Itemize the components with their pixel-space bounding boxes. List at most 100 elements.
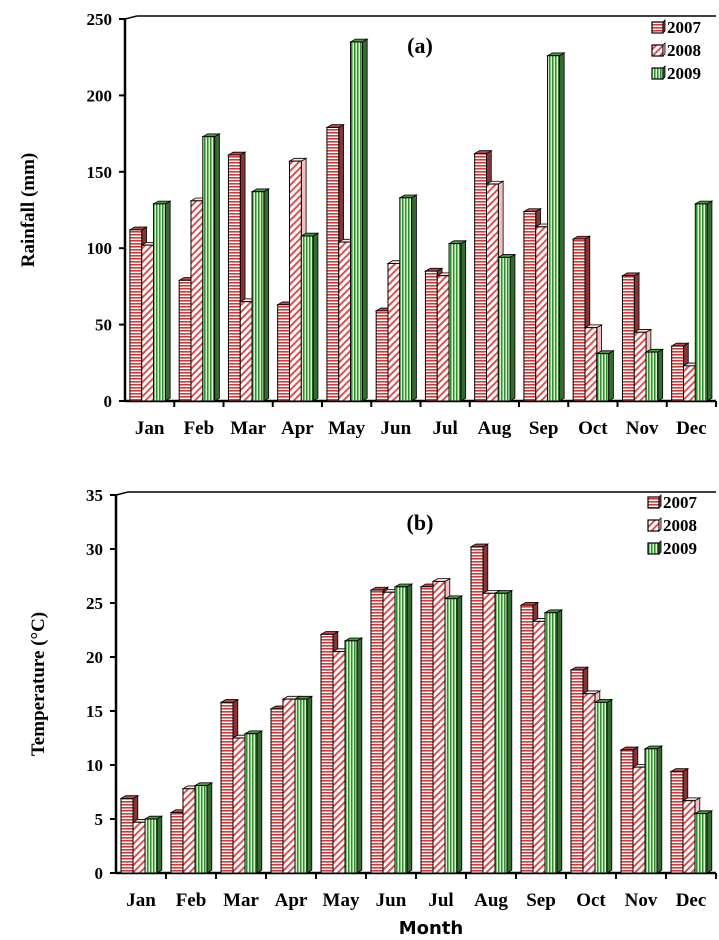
c0-bar-front bbox=[387, 262, 401, 402]
c1-bar-front bbox=[582, 693, 596, 874]
c1-category-label-apr: Apr bbox=[275, 890, 308, 911]
c1-bar-mar-2009 bbox=[243, 730, 264, 874]
c1-category-label-aug: Aug bbox=[474, 890, 508, 911]
c1-bar-front bbox=[282, 698, 296, 874]
c1-bar-oct-2009 bbox=[593, 698, 614, 874]
c1-bar-front bbox=[170, 812, 184, 874]
c0-bar-front bbox=[424, 270, 438, 402]
c1-legend-item-2008: 2008 bbox=[647, 516, 697, 535]
c1-bar-side bbox=[656, 745, 663, 874]
c0-bar-front bbox=[251, 191, 265, 402]
c0-bar-side bbox=[460, 240, 467, 402]
c0-bar-feb-2009 bbox=[201, 133, 221, 402]
c1-bar-jul-2009 bbox=[443, 595, 464, 874]
c0-bar-front bbox=[497, 256, 511, 402]
c1-y-tick-label: 30 bbox=[86, 540, 103, 559]
c1-bar-front bbox=[470, 546, 484, 874]
c1-y-tick-label: 0 bbox=[95, 864, 104, 883]
c1-category-label-mar: Mar bbox=[223, 890, 259, 911]
c0-legend-swatch-side bbox=[662, 42, 666, 57]
c0-bar-front bbox=[523, 211, 537, 402]
c0-y-tick-label: 50 bbox=[95, 316, 112, 335]
c0-category-label-apr: Apr bbox=[281, 418, 314, 439]
c0-category-label-feb: Feb bbox=[184, 418, 215, 439]
c0-bar-front bbox=[239, 301, 253, 402]
c1-bar-nov-2009 bbox=[643, 745, 664, 874]
c0-legend-swatch bbox=[651, 21, 664, 34]
c1-bar-front bbox=[220, 701, 234, 874]
c1-bar-front bbox=[670, 770, 684, 874]
c1-bar-side bbox=[406, 583, 413, 874]
c1-legend-label: 2008 bbox=[663, 516, 697, 535]
c1-bar-front bbox=[694, 813, 708, 874]
c1-bar-front bbox=[132, 821, 146, 874]
c0-legend-item-2009: 2009 bbox=[651, 64, 701, 83]
c0-category-label-oct: Oct bbox=[578, 418, 608, 439]
c0-bar-dec-2009 bbox=[693, 200, 714, 402]
c1-bar-front bbox=[194, 785, 208, 874]
c0-bar-front bbox=[682, 365, 696, 402]
c1-bar-front bbox=[382, 591, 396, 874]
c0-bar-side bbox=[608, 350, 614, 402]
c1-bar-apr-2009 bbox=[293, 695, 314, 874]
c0-legend-swatch-side bbox=[662, 65, 666, 80]
c1-bar-front bbox=[332, 651, 346, 874]
c0-legend-label: 2009 bbox=[667, 64, 701, 83]
c0-bar-side bbox=[312, 232, 319, 402]
c1-legend-label: 2007 bbox=[663, 493, 698, 512]
c1-bar-front bbox=[532, 620, 546, 874]
c1-bar-front bbox=[370, 589, 384, 874]
c1-category-label-oct: Oct bbox=[576, 890, 606, 911]
c1-bar-front bbox=[320, 633, 334, 874]
c0-bar-side bbox=[706, 200, 713, 402]
c1-bar-front bbox=[344, 640, 358, 874]
c1-category-label-feb: Feb bbox=[176, 890, 207, 911]
c0-bar-side bbox=[361, 38, 368, 402]
c0-bar-front bbox=[202, 136, 216, 402]
c1-bar-front bbox=[494, 592, 508, 874]
c1-y-tick-label: 15 bbox=[86, 702, 103, 721]
c0-bar-front bbox=[399, 197, 413, 402]
c1-bar-front bbox=[144, 818, 158, 874]
c0-y-tick-label: 100 bbox=[87, 239, 113, 258]
c0-bar-side bbox=[214, 133, 220, 402]
c1-bar-jan-2009 bbox=[143, 815, 164, 874]
c0-legend-item-2007: 2007 bbox=[651, 18, 702, 37]
c0-bar-side bbox=[509, 253, 516, 402]
c1-y-tick-label: 35 bbox=[86, 486, 103, 505]
c1-y-tick-label: 10 bbox=[86, 756, 103, 775]
c0-bar-front bbox=[621, 275, 635, 402]
c1-bar-front bbox=[270, 708, 284, 874]
c0-bar-front bbox=[227, 154, 241, 402]
c0-category-label-jan: Jan bbox=[135, 418, 165, 439]
c0-bar-front bbox=[178, 279, 192, 402]
c0-category-label-mar: Mar bbox=[230, 418, 266, 439]
c1-panel-label: (b) bbox=[407, 510, 434, 535]
c0-y-axis-label: Rainfall (mm) bbox=[18, 153, 39, 268]
c1-bar-sep-2009 bbox=[543, 609, 564, 874]
c0-bar-side bbox=[558, 52, 565, 402]
c0-category-label-nov: Nov bbox=[626, 418, 659, 439]
c0-bar-front bbox=[584, 327, 598, 402]
c1-y-tick-label: 5 bbox=[95, 810, 104, 829]
c1-bar-front bbox=[244, 733, 258, 874]
c1-category-label-sep: Sep bbox=[526, 890, 556, 911]
c1-bar-front bbox=[182, 788, 196, 874]
c1-bar-front bbox=[570, 669, 584, 874]
c1-bar-may-2009 bbox=[343, 637, 364, 874]
c1-bar-dec-2009 bbox=[693, 810, 714, 874]
c0-bar-mar-2009 bbox=[250, 188, 271, 402]
c0-axis-depth-edge bbox=[124, 15, 138, 20]
c1-bar-front bbox=[482, 592, 496, 874]
c1-bar-aug-2009 bbox=[493, 589, 514, 874]
c1-category-label-dec: Dec bbox=[676, 890, 707, 911]
c0-bar-front bbox=[141, 244, 155, 402]
c1-bar-side bbox=[306, 695, 313, 874]
c0-bar-front bbox=[153, 203, 166, 402]
c0-y-tick-label: 150 bbox=[87, 163, 113, 182]
c1-bar-side bbox=[706, 810, 713, 874]
c0-bar-front bbox=[300, 235, 314, 402]
c0-legend-swatch-side bbox=[662, 19, 666, 34]
c0-y-tick-label: 0 bbox=[104, 392, 113, 411]
